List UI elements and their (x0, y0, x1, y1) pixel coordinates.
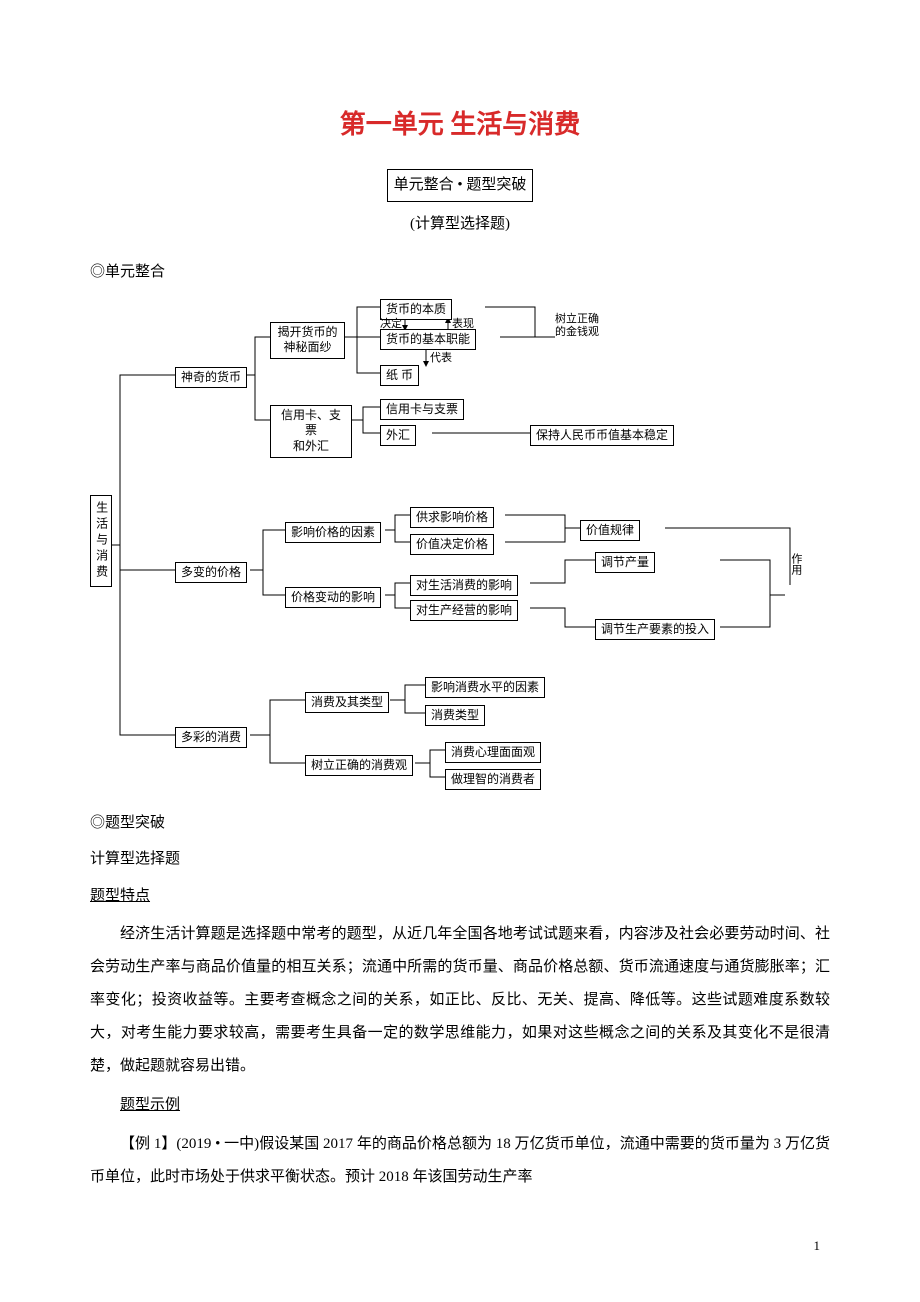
node-b1c1n3: 纸 币 (380, 365, 419, 387)
node-b2c2n1: 对生活消费的影响 (410, 575, 518, 597)
page-title: 第一单元 生活与消费 (90, 100, 830, 149)
node-b1-side1: 树立正确的金钱观 (555, 313, 615, 339)
subtitle-paren: (计算型选择题) (90, 210, 830, 239)
node-b2c1n2: 价值决定价格 (410, 534, 494, 556)
node-b1: 神奇的货币 (175, 367, 247, 389)
node-b3c2n2: 做理智的消费者 (445, 769, 541, 791)
paragraph-2: 【例 1】(2019 • 一中)假设某国 2017 年的商品价格总额为 18 万… (90, 1128, 830, 1194)
node-b3c1: 消费及其类型 (305, 692, 389, 714)
node-b2c1: 影响价格的因素 (285, 522, 381, 544)
subtitle-container: 单元整合 • 题型突破 (90, 169, 830, 202)
arrow-icon (423, 361, 429, 367)
heading-type-feature: 题型特点 (90, 882, 830, 911)
node-root: 生活与消费 (90, 495, 112, 587)
concept-diagram: 生活与消费 神奇的货币 揭开货币的神秘面纱 信用卡、支票和外汇 货币的本质 货币… (90, 295, 830, 795)
node-b3c1n2: 消费类型 (425, 705, 485, 727)
node-b3: 多彩的消费 (175, 727, 247, 749)
node-b2-side3: 调节生产要素的投入 (595, 619, 715, 641)
node-b1c2: 信用卡、支票和外汇 (270, 405, 352, 458)
label-represent: 代表 (430, 348, 452, 369)
node-b3c1n1: 影响消费水平的因素 (425, 677, 545, 699)
paragraph-1: 经济生活计算题是选择题中常考的题型，从近几年全国各地考试试题来看，内容涉及社会必… (90, 918, 830, 1083)
node-b2-side4: 作用 (785, 553, 806, 575)
node-b2-side1: 价值规律 (580, 520, 640, 542)
node-b2c2n2: 对生产经营的影响 (410, 600, 518, 622)
node-b1c2n2: 外汇 (380, 425, 416, 447)
node-b3c2n1: 消费心理面面观 (445, 742, 541, 764)
node-b1c1: 揭开货币的神秘面纱 (270, 322, 345, 359)
node-b3c2: 树立正确的消费观 (305, 755, 413, 777)
node-b1-side2: 保持人民币币值基本稳定 (530, 425, 674, 447)
marker-unit-combine: ◎单元整合 (90, 258, 830, 287)
marker-type-break: ◎题型突破 (90, 809, 830, 838)
node-b1c2n1: 信用卡与支票 (380, 399, 464, 421)
marker-calc-type: 计算型选择题 (90, 845, 830, 874)
label-decide: 决定 (380, 314, 402, 335)
node-b2c2: 价格变动的影响 (285, 587, 381, 609)
heading-type-example: 题型示例 (90, 1091, 830, 1120)
label-express: 表现 (452, 314, 474, 335)
node-b2-side2: 调节产量 (595, 552, 655, 574)
node-b2: 多变的价格 (175, 562, 247, 584)
page-number: 1 (90, 1234, 830, 1259)
node-b2c1n1: 供求影响价格 (410, 507, 494, 529)
subtitle-boxed: 单元整合 • 题型突破 (387, 169, 534, 202)
